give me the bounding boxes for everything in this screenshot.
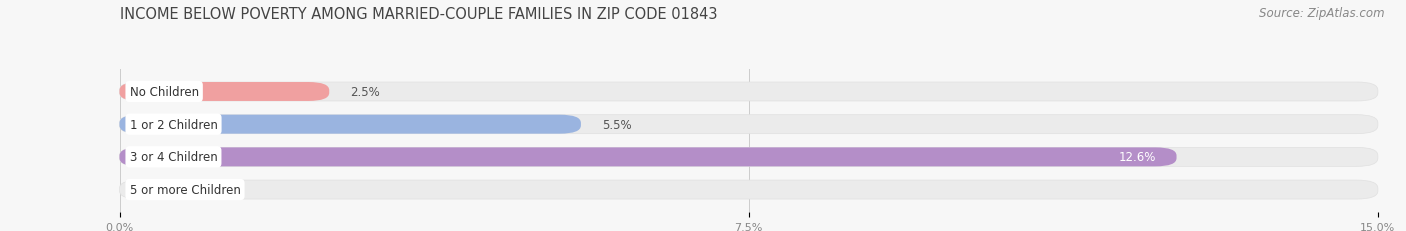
- FancyBboxPatch shape: [120, 115, 581, 134]
- Text: 12.6%: 12.6%: [1118, 151, 1156, 164]
- Text: INCOME BELOW POVERTY AMONG MARRIED-COUPLE FAMILIES IN ZIP CODE 01843: INCOME BELOW POVERTY AMONG MARRIED-COUPL…: [120, 7, 717, 22]
- FancyBboxPatch shape: [120, 115, 1378, 134]
- Text: Source: ZipAtlas.com: Source: ZipAtlas.com: [1260, 7, 1385, 20]
- FancyBboxPatch shape: [120, 148, 1378, 167]
- Text: 1 or 2 Children: 1 or 2 Children: [129, 118, 218, 131]
- Text: 3 or 4 Children: 3 or 4 Children: [129, 151, 218, 164]
- FancyBboxPatch shape: [120, 83, 329, 102]
- Text: 2.5%: 2.5%: [350, 86, 380, 99]
- Text: 5.5%: 5.5%: [602, 118, 631, 131]
- Text: 5 or more Children: 5 or more Children: [129, 183, 240, 196]
- FancyBboxPatch shape: [120, 83, 1378, 102]
- FancyBboxPatch shape: [120, 180, 1378, 199]
- Text: No Children: No Children: [129, 86, 198, 99]
- FancyBboxPatch shape: [120, 148, 1177, 167]
- Text: 0.0%: 0.0%: [141, 183, 170, 196]
